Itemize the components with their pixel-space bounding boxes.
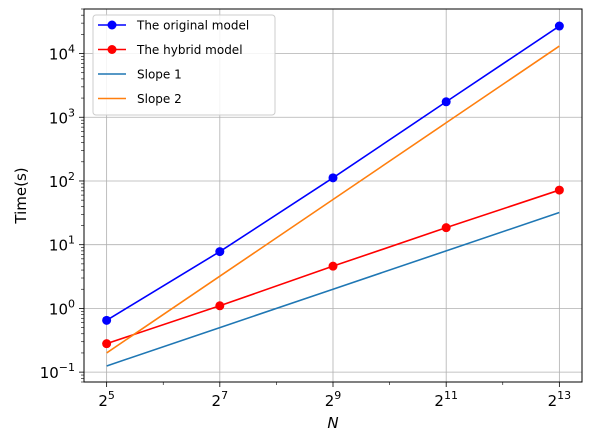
- data-point: [441, 223, 451, 233]
- data-point: [441, 97, 451, 107]
- data-point: [554, 21, 564, 31]
- y-tick-label: 103: [49, 106, 75, 127]
- series-line-3: [106, 45, 560, 354]
- x-tick-label: 29: [325, 389, 342, 410]
- legend-label: Slope 2: [137, 92, 182, 106]
- legend-label: The original model: [136, 19, 249, 33]
- x-tick-label: 213: [548, 389, 572, 410]
- ticks: 25 27 29 211 213 10−1 100 101 102 103 104: [40, 8, 572, 410]
- series-layer: [102, 21, 564, 367]
- data-point: [215, 247, 225, 257]
- data-point: [554, 185, 564, 195]
- legend: The original model The hybrid model Slope …: [92, 14, 276, 116]
- data-point: [215, 301, 225, 311]
- legend-marker: [107, 45, 117, 54]
- x-tick-label: 27: [212, 389, 229, 410]
- y-tick-label: 100: [49, 297, 75, 318]
- legend-label: Slope 1: [137, 68, 182, 82]
- y-tick-label: 102: [49, 170, 75, 191]
- x-tick-label: 25: [98, 389, 115, 410]
- data-point: [102, 339, 112, 349]
- data-point: [328, 173, 338, 183]
- y-tick-label: 101: [49, 234, 75, 255]
- y-tick-label: 104: [49, 43, 75, 64]
- data-point: [102, 315, 112, 325]
- x-axis-label: N: [327, 414, 338, 432]
- y-axis-label: Time(s): [12, 167, 30, 224]
- y-tick-label: 10−1: [40, 361, 75, 382]
- series-line-2: [106, 211, 560, 367]
- x-tick-label: 211: [434, 389, 458, 410]
- data-point: [328, 261, 338, 271]
- legend-box: [92, 14, 276, 116]
- legend-marker: [107, 20, 117, 30]
- legend-label: The hybrid model: [136, 43, 243, 57]
